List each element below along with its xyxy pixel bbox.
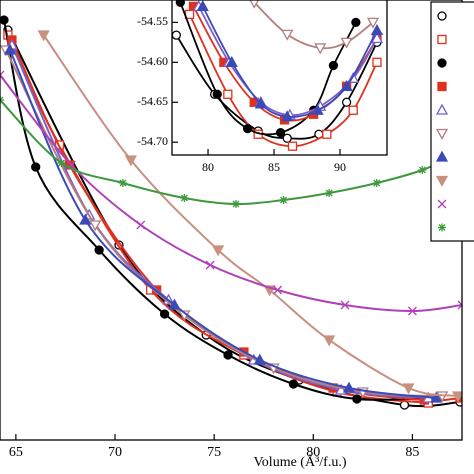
y-tick-label: -54.65: [137, 94, 168, 108]
series-line: [42, 34, 459, 397]
x-tick-label: 75: [207, 445, 221, 460]
x-tick-label: 80: [202, 160, 214, 174]
marker: [438, 223, 446, 232]
marker: [435, 175, 449, 187]
marker: [3, 43, 17, 55]
marker: [370, 32, 384, 44]
marker: [323, 335, 336, 347]
marker: [407, 306, 417, 316]
marker: [172, 30, 182, 40]
marker: [0, 15, 9, 25]
marker: [451, 391, 462, 403]
marker: [205, 260, 215, 270]
marker: [341, 97, 352, 107]
marker: [279, 196, 288, 204]
marker: [273, 285, 283, 295]
x-tick-label: 85: [268, 160, 280, 174]
marker: [275, 127, 286, 138]
marker: [180, 194, 189, 202]
marker: [168, 298, 181, 310]
marker: [253, 353, 266, 365]
marker: [351, 17, 361, 28]
marker: [281, 29, 294, 41]
marker: [31, 162, 41, 172]
marker: [430, 391, 443, 403]
x-tick-label: 85: [405, 445, 419, 460]
marker: [435, 103, 449, 115]
marker: [311, 103, 324, 115]
marker: [418, 166, 427, 174]
plot-frame: [171, 0, 388, 156]
marker: [457, 300, 462, 310]
y-tick-label: -54.55: [137, 14, 168, 28]
marker: [37, 30, 50, 42]
marker: [372, 57, 382, 67]
marker: [282, 133, 292, 143]
marker: [249, 0, 260, 9]
marker: [254, 97, 267, 109]
marker: [340, 37, 353, 49]
marker: [175, 0, 185, 8]
marker: [437, 11, 447, 21]
marker: [437, 81, 447, 92]
marker: [57, 159, 66, 167]
marker: [370, 24, 384, 36]
marker: [212, 245, 225, 257]
marker: [0, 70, 5, 80]
marker: [366, 17, 380, 29]
marker: [325, 189, 334, 197]
marker: [242, 123, 253, 134]
marker: [287, 141, 298, 151]
y-tick-label: -54.60: [137, 54, 168, 68]
marker: [159, 309, 170, 319]
x-tick-label: 90: [334, 160, 346, 174]
marker: [435, 128, 449, 140]
x-tick-label: 80: [306, 445, 320, 460]
x-tick-label: 70: [108, 445, 122, 460]
series-line: [0, 99, 462, 206]
marker: [223, 350, 233, 360]
marker: [328, 60, 339, 71]
marker: [314, 43, 327, 55]
marker: [196, 0, 209, 12]
marker: [231, 200, 240, 208]
marker: [437, 199, 447, 209]
plot-area: [0, 15, 462, 410]
marker: [288, 379, 299, 389]
marker: [94, 245, 104, 255]
marker: [437, 58, 447, 68]
marker: [348, 105, 358, 115]
marker: [79, 213, 92, 225]
marker: [225, 55, 238, 67]
marker: [281, 110, 294, 122]
marker: [402, 383, 415, 395]
x-tick-label: 65: [9, 445, 23, 460]
marker: [118, 179, 127, 187]
marker: [136, 220, 146, 230]
marker: [340, 79, 353, 91]
marker: [212, 89, 222, 99]
marker: [124, 155, 137, 167]
marker: [322, 129, 332, 139]
marker: [342, 381, 356, 393]
y-tick-label: -54.70: [137, 134, 168, 148]
marker: [89, 220, 102, 232]
marker: [352, 394, 362, 404]
marker: [435, 150, 449, 162]
marker: [223, 89, 233, 99]
marker: [372, 179, 381, 187]
plot-area: [172, 0, 384, 151]
x-axis-label: Volume (Å³/f.u.): [254, 454, 347, 470]
marker: [437, 34, 447, 45]
marker: [340, 300, 350, 310]
